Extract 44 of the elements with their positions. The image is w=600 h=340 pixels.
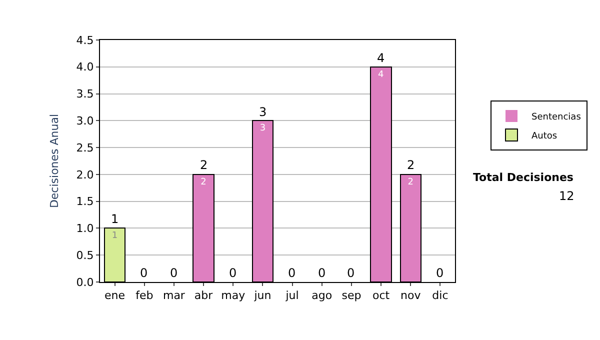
y-tick-label: 4.0 (76, 60, 94, 74)
total-label: 0 (347, 266, 355, 280)
legend-label: Sentencias (532, 112, 582, 123)
y-tick-label: 1.0 (76, 222, 94, 236)
total-label: 2 (200, 158, 208, 172)
x-tick-label: feb (136, 289, 154, 302)
total-label: 0 (436, 266, 444, 280)
y-tick-label: 2.0 (76, 168, 94, 182)
total-label: 1 (111, 212, 119, 226)
total-label: 3 (259, 105, 267, 119)
data-label: 3 (260, 124, 266, 134)
legend-label: Autos (532, 132, 558, 142)
x-tick-label: sep (342, 289, 362, 302)
y-tick-label: 3.5 (76, 88, 94, 101)
y-tick-label: 0.0 (76, 276, 94, 289)
x-tick-label: jun (253, 289, 272, 302)
text: 12 (559, 189, 574, 203)
total-label: 0 (170, 266, 178, 280)
x-tick-label: ene (104, 289, 126, 302)
total-label: 2 (407, 158, 415, 172)
total-label: 0 (318, 266, 326, 280)
data-label: 2 (200, 177, 206, 188)
x-tick-label: jul (284, 289, 299, 302)
x-tick-label: dic (432, 289, 448, 302)
total-label: 4 (377, 51, 385, 65)
data-label: 2 (408, 177, 414, 188)
y-axis-title: Decisiones Anual (48, 114, 61, 208)
y-tick-label: 1.5 (76, 195, 94, 208)
total-label: 0 (229, 266, 237, 280)
text: Total Decisiones (473, 171, 574, 184)
y-tick-label: 4.5 (76, 34, 94, 47)
x-tick-label: nov (400, 289, 422, 302)
data-label: 4 (378, 70, 384, 80)
y-tick-label: 2.5 (76, 141, 94, 154)
x-tick-label: oct (372, 289, 390, 302)
data-label: 1 (112, 231, 118, 242)
y-tick-label: 0.5 (76, 248, 94, 262)
total-label: 0 (288, 266, 296, 280)
y-tick-label: 3.0 (76, 114, 94, 128)
x-tick-label: may (221, 289, 246, 302)
x-tick-label: mar (162, 289, 186, 302)
x-tick-label: ago (312, 289, 332, 302)
x-tick-label: abr (194, 289, 214, 302)
total-label: 0 (140, 266, 148, 280)
